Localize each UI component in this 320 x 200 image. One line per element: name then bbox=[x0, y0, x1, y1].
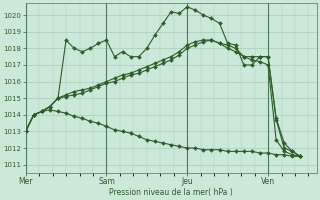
X-axis label: Pression niveau de la mer( hPa ): Pression niveau de la mer( hPa ) bbox=[109, 188, 233, 197]
